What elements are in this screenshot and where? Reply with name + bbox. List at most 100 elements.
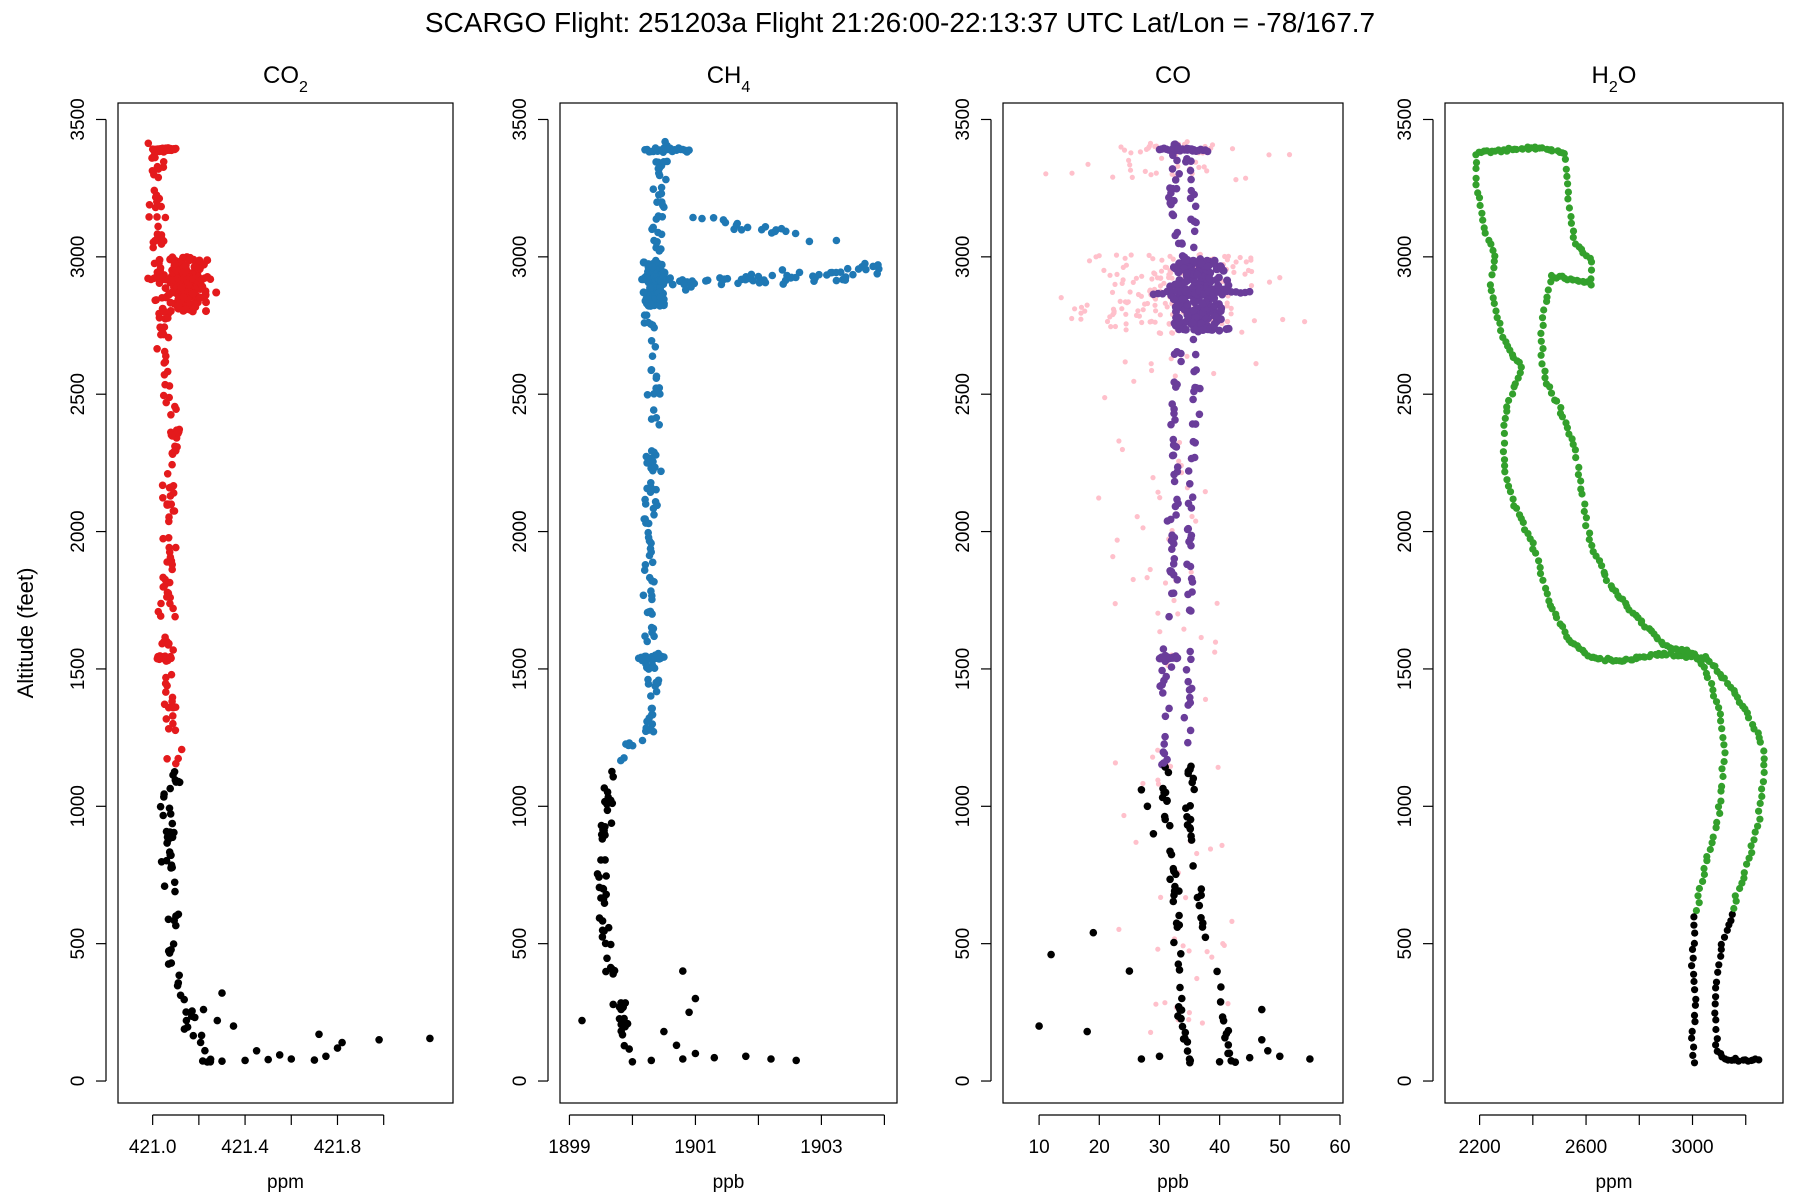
raw-point [1186, 1017, 1192, 1023]
data-point [1713, 1047, 1721, 1055]
raw-point [1180, 943, 1186, 949]
raw-point [1211, 370, 1217, 377]
data-point [170, 447, 178, 456]
data-point [169, 507, 178, 515]
data-point [609, 773, 617, 781]
data-point [166, 483, 175, 492]
data-point [154, 165, 163, 173]
data-point [650, 578, 658, 586]
x-tick-label: 2200 [1458, 1137, 1500, 1158]
data-point [641, 495, 649, 504]
raw-point [1155, 610, 1161, 616]
data-point [426, 1034, 434, 1043]
data-point [1186, 166, 1195, 175]
data-point [1217, 983, 1225, 991]
data-point [1736, 884, 1744, 893]
data-point [169, 712, 177, 720]
data-point [164, 534, 173, 542]
x-tick-label: 60 [1329, 1137, 1350, 1158]
data-point [1529, 545, 1537, 553]
y-tick-label: 1500 [953, 648, 974, 690]
data-point [1690, 913, 1698, 921]
data-point [1185, 686, 1194, 694]
raw-point [1212, 649, 1218, 655]
data-point [660, 158, 668, 166]
data-point [660, 653, 668, 661]
data-point [171, 726, 180, 735]
data-point [153, 213, 161, 221]
data-point [1536, 570, 1545, 578]
raw-point [1280, 316, 1286, 323]
data-point [761, 278, 770, 287]
raw-point [1139, 273, 1145, 279]
data-point [648, 661, 657, 670]
panel-title-tail: O [1618, 62, 1637, 89]
data-point [1689, 1051, 1697, 1059]
x-axis-label: ppb [1157, 1172, 1189, 1193]
data-point [171, 612, 179, 621]
raw-point [1085, 161, 1091, 167]
x-axis-label: ppb [713, 1172, 745, 1193]
raw-point [1194, 975, 1200, 982]
raw-point [1108, 324, 1114, 330]
raw-point [1133, 839, 1139, 845]
data-point [1166, 199, 1174, 207]
data-point [1162, 672, 1170, 681]
raw-point [1123, 311, 1129, 317]
data-point [175, 971, 183, 980]
data-point [861, 259, 869, 268]
data-point [148, 154, 156, 162]
data-point [617, 756, 625, 765]
data-point [1183, 311, 1192, 319]
data-point [165, 639, 173, 648]
raw-point [1248, 255, 1254, 261]
data-point [1713, 1035, 1721, 1043]
data-point [620, 1041, 629, 1050]
data-point [1170, 409, 1178, 418]
raw-point [1222, 253, 1228, 260]
data-point [1170, 533, 1179, 542]
data-point [638, 736, 647, 745]
data-point [162, 856, 171, 865]
data-point [672, 1041, 681, 1050]
y-tick-label: 0 [68, 1076, 89, 1087]
data-point [157, 202, 165, 211]
data-point [1167, 189, 1175, 197]
data-point [1718, 725, 1726, 733]
raw-point [1124, 300, 1130, 306]
data-point [1137, 1055, 1146, 1063]
data-point [640, 311, 649, 320]
y-tick-label: 2500 [1395, 373, 1416, 415]
data-point [1188, 318, 1197, 327]
y-tick-label: 3000 [510, 236, 531, 278]
data-point [252, 1047, 261, 1055]
raw-point [1212, 639, 1219, 645]
data-point [1558, 413, 1566, 421]
raw-point [1123, 327, 1129, 333]
data-point [1717, 797, 1725, 805]
data-point [157, 599, 165, 608]
data-point [805, 237, 814, 246]
data-point [1210, 312, 1219, 321]
data-point [1720, 741, 1728, 749]
raw-point [1147, 319, 1153, 325]
data-point [212, 288, 221, 297]
data-point [656, 390, 664, 398]
raw-point [1122, 359, 1128, 365]
data-point [1487, 287, 1495, 295]
raw-point [1155, 946, 1161, 952]
data-point [1212, 276, 1221, 285]
data-point [1716, 809, 1724, 818]
data-point [1602, 576, 1610, 585]
data-point [1563, 424, 1571, 432]
data-point [1167, 420, 1175, 429]
data-point [1501, 462, 1509, 470]
data-point [734, 279, 742, 288]
data-point [241, 1056, 249, 1065]
data-point [338, 1038, 346, 1047]
data-point [1189, 335, 1198, 344]
raw-point [1266, 152, 1272, 158]
data-point [169, 489, 178, 497]
data-points [1472, 143, 1768, 1067]
raw-point [1175, 611, 1181, 617]
